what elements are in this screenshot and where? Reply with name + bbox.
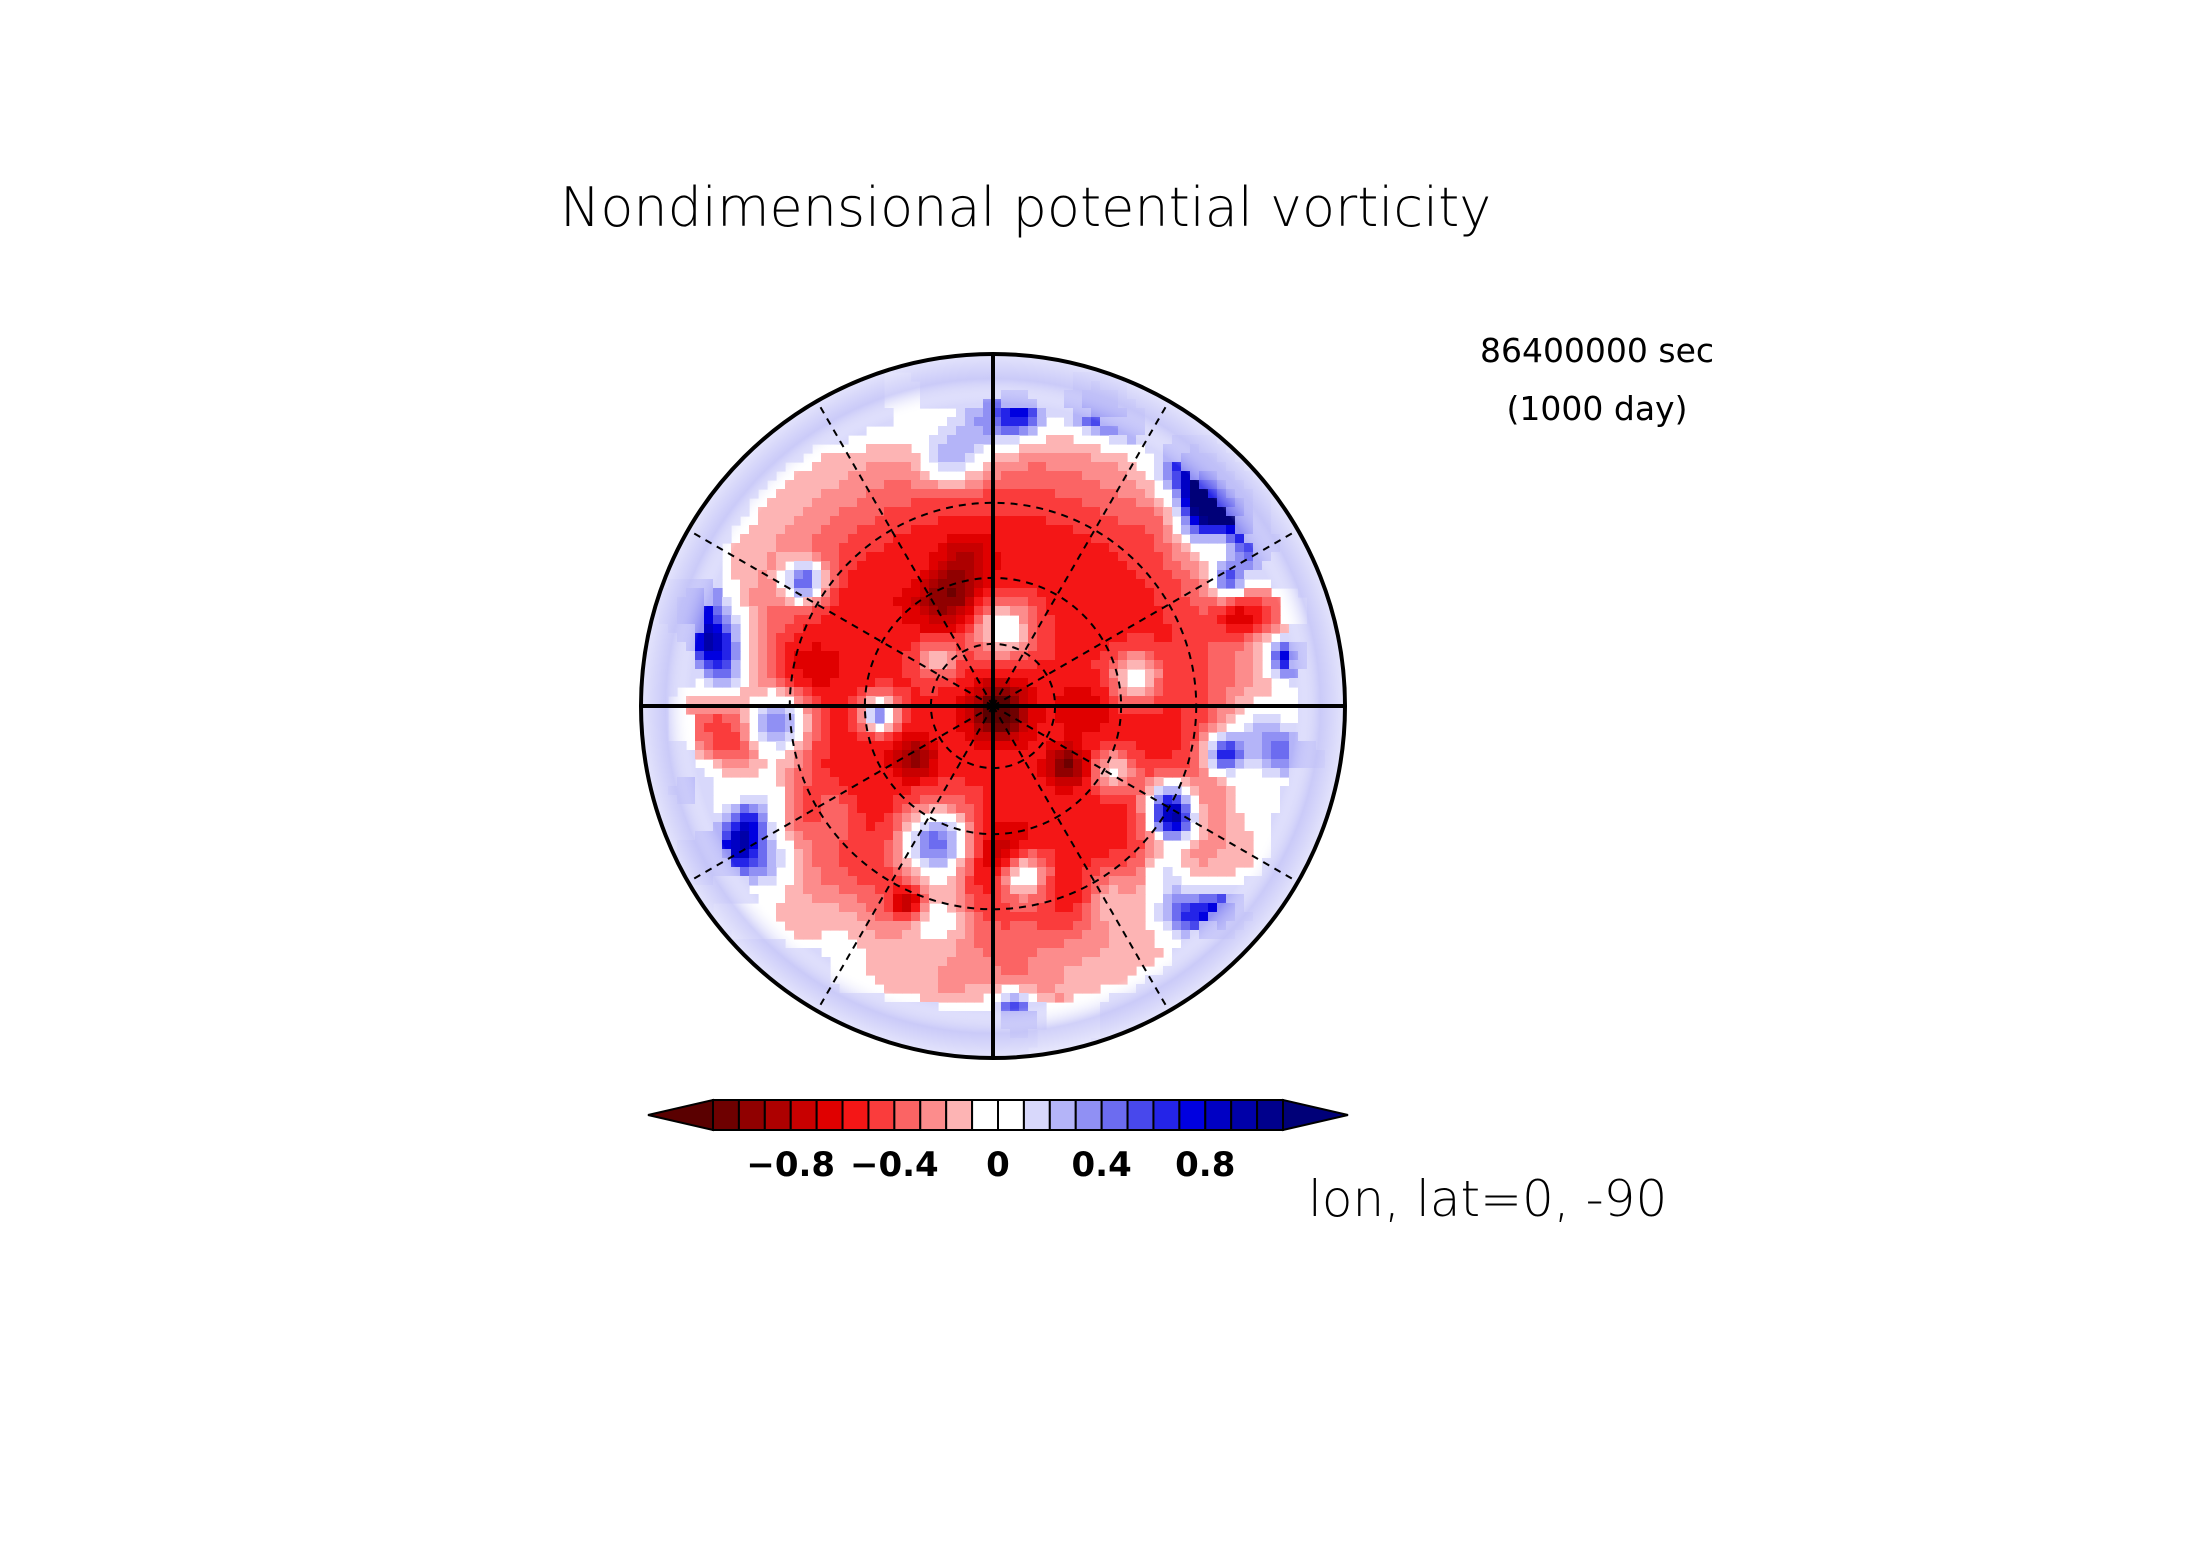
- projection-label: lon, lat=0, -90: [1308, 1170, 1667, 1228]
- colorbar-box-20: [1230, 1099, 1259, 1131]
- colorbar-box-12: [1022, 1099, 1051, 1131]
- colorbar-box-17: [1152, 1099, 1181, 1131]
- colorbar-box-1: [737, 1099, 766, 1131]
- map-outline: [639, 352, 1347, 1060]
- colorbar-box-9: [945, 1099, 974, 1131]
- time-label-days: (1000 day): [1507, 389, 1688, 428]
- colorbar-box-14: [1074, 1099, 1103, 1131]
- colorbar: −0.8 −0.4 0 0.4 0.8: [647, 1098, 1349, 1185]
- colorbar-tick-label-1: −0.4: [850, 1145, 939, 1185]
- colorbar-box-2: [763, 1099, 792, 1131]
- colorbar-over-triangle: [1282, 1098, 1349, 1132]
- colorbar-tick-label-0: −0.8: [746, 1145, 835, 1185]
- colorbar-tick-label-2: 0: [986, 1145, 1010, 1185]
- polar-map: [639, 352, 1347, 1060]
- meridian-30: [992, 400, 1170, 707]
- colorbar-box-15: [1100, 1099, 1129, 1131]
- colorbar-box-10: [971, 1099, 999, 1131]
- colorbar-box-4: [815, 1099, 844, 1131]
- colorbar-tick-label-3: 0.4: [1072, 1145, 1132, 1185]
- colorbar-box-13: [1048, 1099, 1077, 1131]
- colorbar-box-16: [1126, 1099, 1155, 1131]
- time-label-seconds: 86400000 sec: [1480, 331, 1714, 370]
- colorbar-box-21: [1256, 1099, 1285, 1131]
- chart-title: Nondimensional potential vorticity: [560, 176, 1491, 239]
- meridian-150: [992, 705, 1170, 1012]
- colorbar-box-19: [1204, 1099, 1233, 1131]
- colorbar-box-5: [841, 1099, 870, 1131]
- colorbar-box-0: [712, 1099, 740, 1131]
- colorbar-tick-label-4: 0.8: [1175, 1145, 1235, 1185]
- meridian-330: [816, 400, 994, 707]
- colorbar-box-7: [893, 1099, 922, 1131]
- meridian-60: [992, 529, 1299, 707]
- colorbar-box-18: [1178, 1099, 1207, 1131]
- colorbar-box-6: [867, 1099, 896, 1131]
- map-gridlines: [641, 354, 1345, 1058]
- meridian-120: [992, 705, 1299, 883]
- colorbar-box-3: [789, 1099, 818, 1131]
- colorbar-under-triangle: [647, 1098, 714, 1132]
- colorbar-box-11: [997, 1099, 1025, 1131]
- meridian-300: [687, 529, 994, 707]
- colorbar-box-8: [919, 1099, 948, 1131]
- meridian-210: [816, 705, 994, 1012]
- meridian-240: [687, 705, 994, 883]
